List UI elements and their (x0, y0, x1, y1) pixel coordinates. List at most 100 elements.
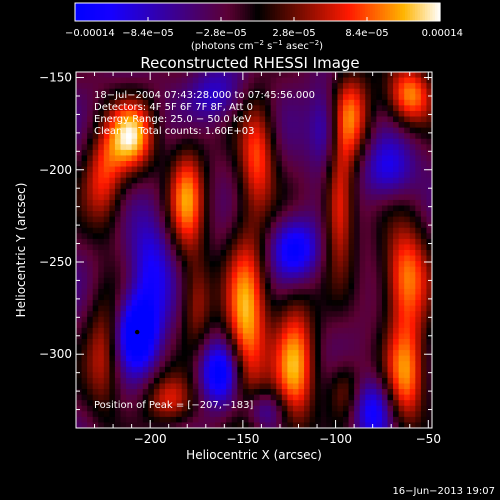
heatmap-cell (142, 133, 149, 140)
heatmap-cell (198, 361, 205, 368)
heatmap-cell (98, 288, 105, 295)
heatmap-cell (404, 238, 411, 245)
heatmap-cell (142, 350, 149, 357)
heatmap-cell (287, 222, 294, 229)
heatmap-cell (304, 355, 311, 362)
heatmap-cell (92, 344, 99, 351)
heatmap-cell (331, 144, 338, 151)
heatmap-cell (181, 177, 188, 184)
heatmap-cell (348, 149, 355, 156)
heatmap-cell (254, 350, 261, 357)
heatmap-cell (242, 422, 249, 429)
heatmap-cell (337, 188, 344, 195)
heatmap-cell (309, 238, 316, 245)
heatmap-cell (148, 366, 155, 373)
heatmap-cell (354, 311, 361, 318)
heatmap-cell (203, 110, 210, 117)
heatmap-cell (248, 138, 255, 145)
heatmap-cell (393, 199, 400, 206)
colorbar-cell (412, 3, 416, 21)
heatmap-cell (415, 416, 422, 423)
heatmap-cell (370, 105, 377, 112)
heatmap-cell (337, 288, 344, 295)
heatmap-cell (326, 394, 333, 401)
heatmap-cell (270, 227, 277, 234)
heatmap-cell (153, 400, 160, 407)
heatmap-cell (148, 288, 155, 295)
heatmap-cell (131, 344, 138, 351)
heatmap-cell (393, 83, 400, 90)
heatmap-cell (220, 305, 227, 312)
heatmap-cell (187, 188, 194, 195)
chart-title: Reconstructed RHESSI Image (140, 54, 359, 72)
heatmap-cell (309, 116, 316, 123)
heatmap-cell (281, 333, 288, 340)
heatmap-cell (265, 88, 272, 95)
heatmap-cell (103, 327, 110, 334)
heatmap-cell (131, 261, 138, 268)
heatmap-cell (231, 322, 238, 329)
heatmap-cell (259, 238, 266, 245)
heatmap-cell (181, 411, 188, 418)
heatmap-cell (270, 99, 277, 106)
heatmap-cell (231, 138, 238, 145)
heatmap-cell (131, 77, 138, 84)
heatmap-cell (265, 250, 272, 257)
heatmap-cell (120, 350, 127, 357)
heatmap-cell (137, 277, 144, 284)
heatmap-cell (192, 83, 199, 90)
heatmap-cell (270, 350, 277, 357)
heatmap-cell (226, 389, 233, 396)
heatmap-cell (298, 300, 305, 307)
heatmap-cell (187, 377, 194, 384)
heatmap-cell (165, 88, 172, 95)
heatmap-cell (326, 205, 333, 212)
heatmap-cell (120, 105, 127, 112)
heatmap-cell (320, 377, 327, 384)
heatmap-cell (165, 305, 172, 312)
heatmap-cell (426, 138, 433, 145)
heatmap-cell (387, 172, 394, 179)
heatmap-cell (120, 172, 127, 179)
colorbar-cell (435, 3, 439, 21)
heatmap-cell (137, 183, 144, 190)
heatmap-cell (237, 188, 244, 195)
heatmap-cell (393, 177, 400, 184)
heatmap-cell (398, 149, 405, 156)
heatmap-cell (315, 377, 322, 384)
heatmap-cell (192, 266, 199, 273)
heatmap-cell (359, 333, 366, 340)
heatmap-cell (326, 216, 333, 223)
heatmap-cell (176, 422, 183, 429)
heatmap-cell (292, 350, 299, 357)
heatmap-cell (326, 350, 333, 357)
colorbar-cell (180, 3, 184, 21)
heatmap-cell (287, 277, 294, 284)
heatmap-cell (365, 211, 372, 218)
heatmap-cell (209, 155, 216, 162)
heatmap-cell (348, 372, 355, 379)
heatmap-cell (315, 166, 322, 173)
colorbar-cell (397, 3, 401, 21)
heatmap-cell (176, 144, 183, 151)
heatmap-cell (209, 244, 216, 251)
heatmap-cell (376, 266, 383, 273)
heatmap-cell (387, 405, 394, 412)
heatmap-cell (265, 149, 272, 156)
heatmap-cell (248, 411, 255, 418)
heatmap-cell (159, 333, 166, 340)
heatmap-cell (343, 377, 350, 384)
heatmap-cell (87, 383, 94, 390)
heatmap-cell (159, 166, 166, 173)
heatmap-cell (81, 205, 88, 212)
heatmap-cell (226, 355, 233, 362)
heatmap-cell (259, 194, 266, 201)
colorbar-cell (382, 3, 386, 21)
heatmap-cell (354, 244, 361, 251)
heatmap-cell (292, 155, 299, 162)
heatmap-cell (370, 389, 377, 396)
heatmap-cell (209, 188, 216, 195)
heatmap-cell (165, 99, 172, 106)
heatmap-cell (354, 155, 361, 162)
heatmap-cell (120, 77, 127, 84)
